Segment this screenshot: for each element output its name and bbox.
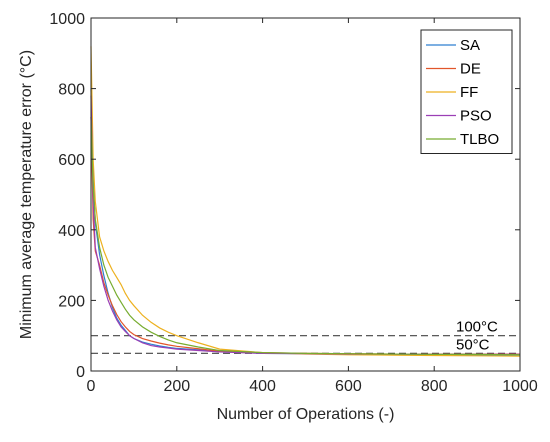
legend: SA DE FF PSO TLBO — [420, 29, 513, 154]
series-lines — [90, 46, 521, 357]
y-tick-label: 400 — [58, 223, 85, 240]
series-line-ff — [90, 46, 521, 357]
reference-label-50: 50°C — [456, 336, 490, 353]
legend-label-sa: SA — [460, 37, 480, 54]
y-tick-label: 1000 — [49, 11, 85, 28]
x-tick-label: 800 — [421, 378, 448, 395]
axes-box — [90, 17, 521, 372]
y-tick-label: 0 — [76, 364, 85, 381]
reference-label-100: 100°C — [456, 319, 498, 336]
axes — [90, 17, 521, 372]
y-axis-label: Minimum average temperature error (°C) — [18, 50, 35, 339]
x-tick-label: 0 — [87, 378, 96, 395]
x-tick-label: 200 — [163, 378, 190, 395]
y-tick-label: 200 — [58, 293, 85, 310]
tick-labels: 0 200 400 600 800 1000 0 200 400 600 800 1000 — [49, 11, 537, 395]
x-tick-label: 1000 — [502, 378, 538, 395]
legend-label-tlbo: TLBO — [460, 131, 499, 148]
legend-label-de: DE — [460, 61, 481, 78]
y-tick-label: 600 — [58, 152, 85, 169]
legend-label-ff: FF — [460, 84, 478, 101]
y-tick-label: 800 — [58, 82, 85, 99]
legend-label-pso: PSO — [460, 108, 492, 125]
x-tick-label: 400 — [249, 378, 276, 395]
x-tick-label: 600 — [335, 378, 362, 395]
series-line-tlbo — [90, 116, 521, 356]
x-axis-label: Number of Operations (-) — [217, 406, 395, 423]
